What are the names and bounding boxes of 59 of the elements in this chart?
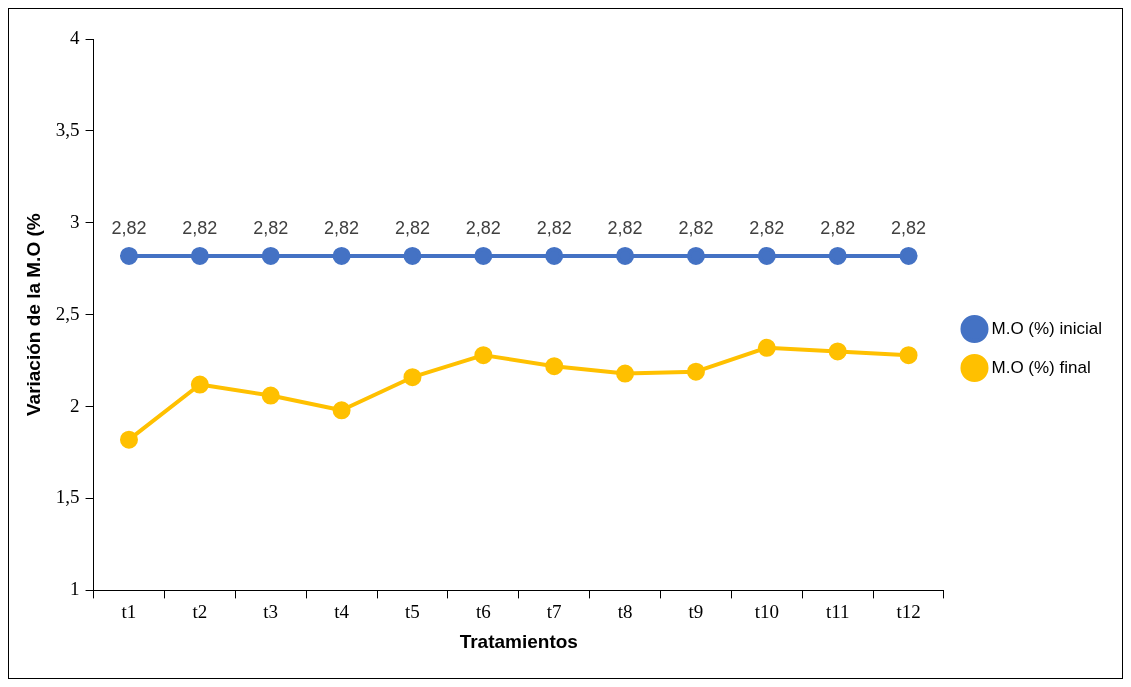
point	[757, 246, 776, 265]
y-tick-label: 1	[70, 578, 80, 600]
point	[261, 386, 280, 405]
legend-label: M.O (%) final	[991, 357, 1091, 377]
data-label: 2,82	[182, 217, 218, 238]
x-tick-label: t1	[121, 600, 137, 622]
data-label: 2,82	[820, 217, 856, 238]
point	[190, 246, 209, 265]
point	[261, 246, 280, 265]
point	[403, 368, 422, 387]
x-tick-label: t8	[617, 600, 633, 622]
point	[616, 246, 635, 265]
point	[332, 246, 351, 265]
x-tick-label: t7	[546, 600, 562, 622]
point	[899, 346, 918, 365]
data-label: 2,82	[607, 217, 643, 238]
y-axis-title: Variación de la M.O (%	[22, 213, 44, 417]
data-label: 2,82	[678, 217, 714, 238]
point	[545, 357, 564, 376]
data-label: 2,82	[394, 217, 430, 238]
y-tick-label: 4	[70, 26, 81, 48]
x-tick-label: t10	[754, 600, 779, 622]
data-label: 2,82	[324, 217, 360, 238]
data-label: 2,82	[253, 217, 289, 238]
y-tick-label: 1,5	[55, 486, 80, 508]
data-label: 2,82	[111, 217, 147, 238]
point	[828, 246, 847, 265]
point	[474, 346, 493, 365]
y-tick-label: 3	[70, 210, 80, 232]
data-label: 2,82	[891, 217, 927, 238]
point	[686, 246, 705, 265]
data-label: 2,82	[536, 217, 572, 238]
point	[899, 246, 918, 265]
x-tick-label: t3	[263, 600, 279, 622]
point	[828, 342, 847, 361]
y-tick-label: 2	[70, 394, 80, 416]
x-tick-label: t4	[334, 600, 350, 622]
x-tick-label: t12	[896, 600, 921, 622]
point	[474, 246, 493, 265]
x-tick-label: t11	[825, 600, 850, 622]
data-label: 2,82	[465, 217, 501, 238]
point	[119, 430, 138, 449]
point	[757, 338, 776, 357]
legend-label: M.O (%) inicial	[991, 318, 1103, 338]
data-label: 2,82	[749, 217, 785, 238]
point	[616, 364, 635, 383]
x-tick-label: t5	[405, 600, 420, 622]
point	[190, 375, 209, 394]
x-tick-label: t2	[192, 600, 208, 622]
point	[119, 246, 138, 265]
point	[332, 401, 351, 420]
point	[545, 246, 564, 265]
point	[686, 362, 705, 381]
x-tick-label: t9	[688, 600, 704, 622]
y-tick-label: 2,5	[55, 302, 80, 324]
x-tick-label: t6	[475, 600, 491, 622]
x-axis-title: Tratamientos	[459, 630, 578, 652]
y-tick-label: 3,5	[55, 118, 80, 140]
point	[403, 246, 422, 265]
